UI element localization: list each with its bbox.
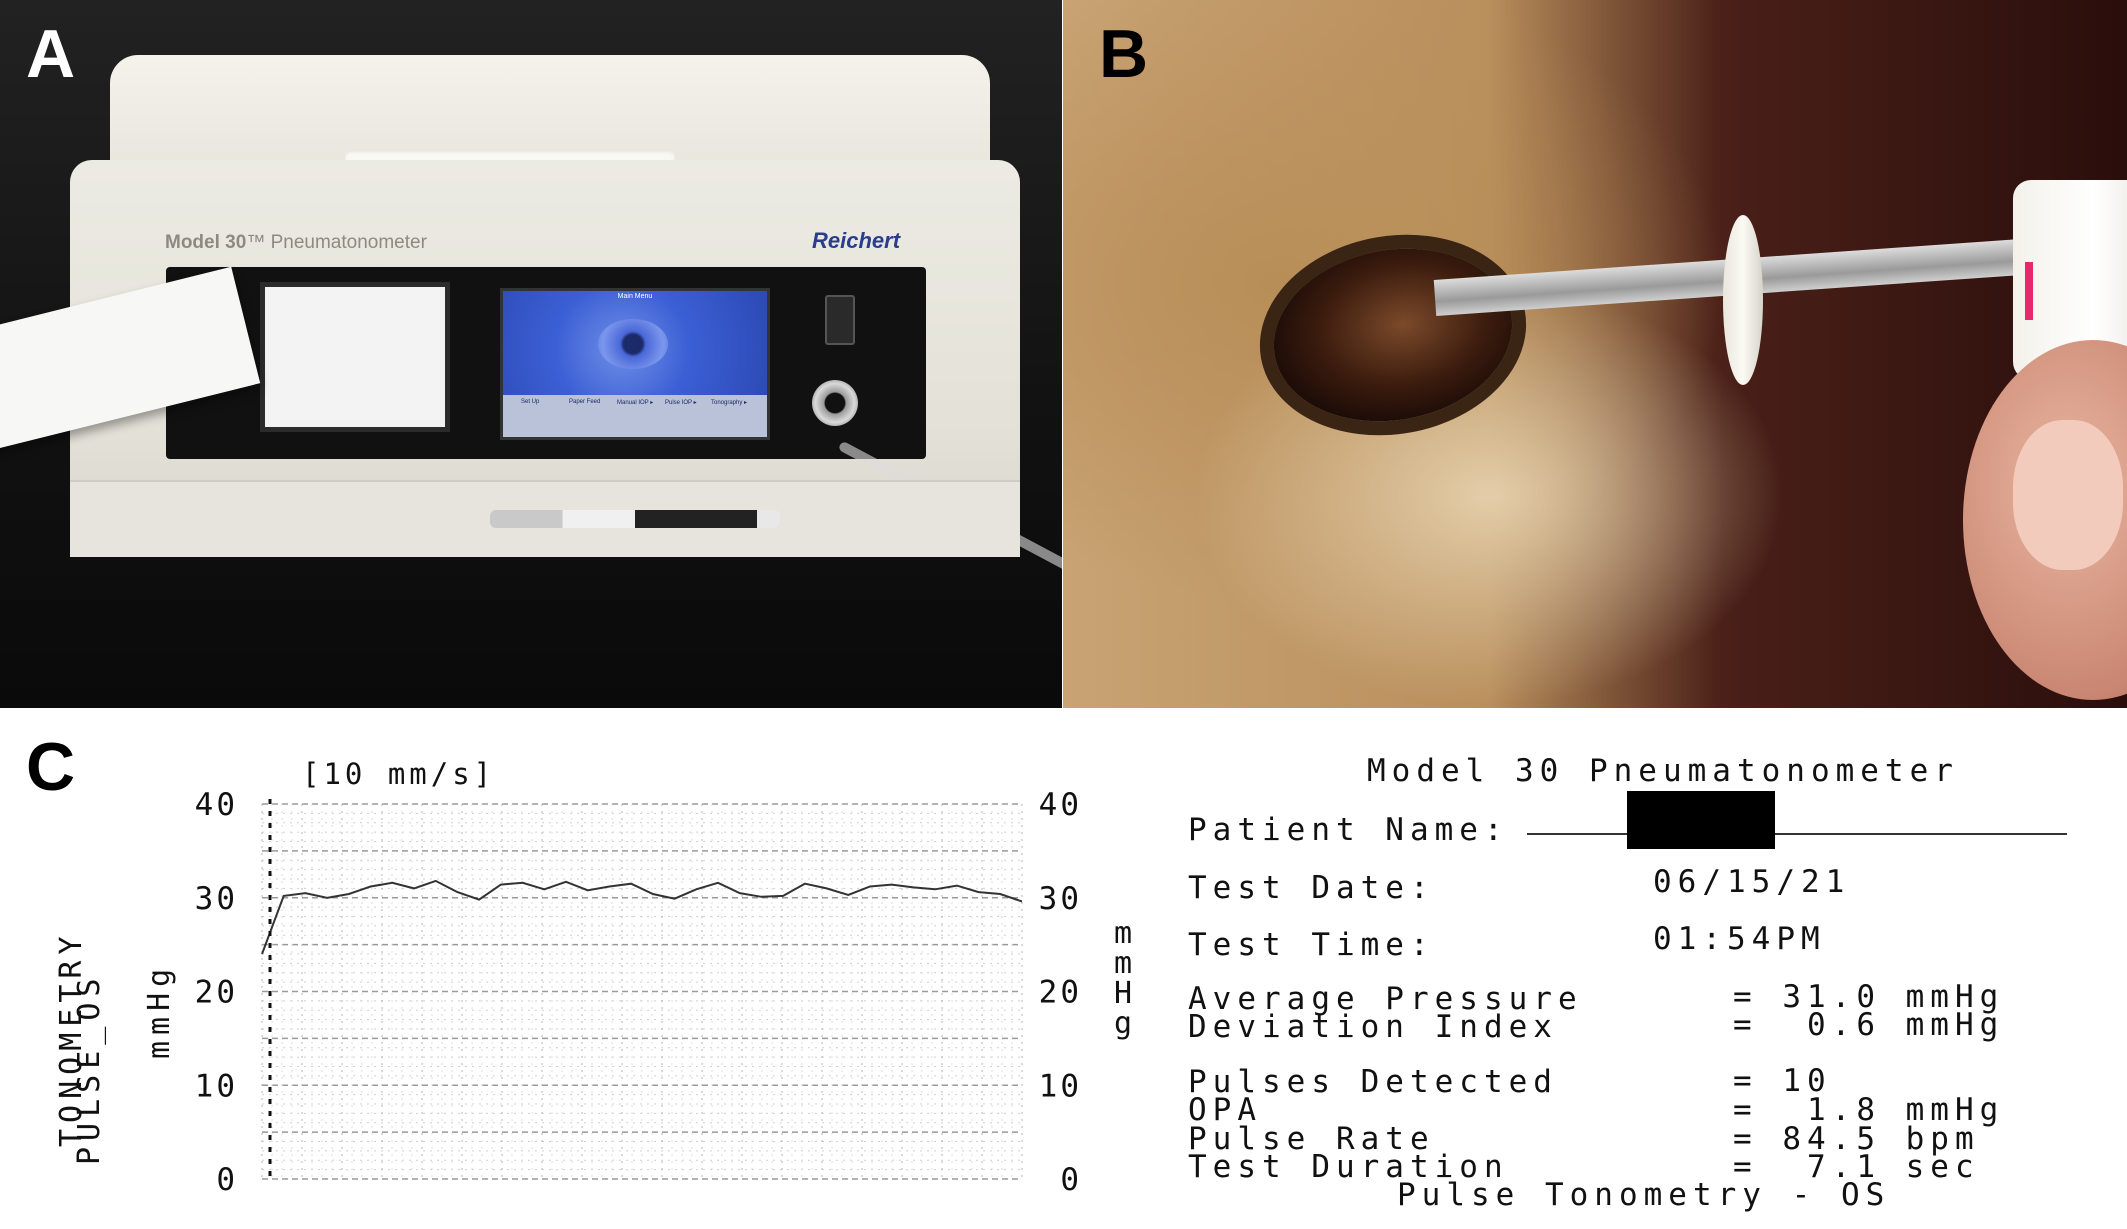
chart-unit-left: mmHg <box>142 962 177 1059</box>
unit-right-char: m <box>1113 916 1133 951</box>
device-touch-screen: Main Menu Set Up Paper Feed Manual IOP ▸… <box>500 288 770 440</box>
patient-name-label: Patient Name: <box>1188 812 1509 848</box>
panel-label-a: A <box>26 16 76 92</box>
test-date-label: Test Date: <box>1188 870 1435 906</box>
y-tick-label-left: 20 <box>195 975 238 1011</box>
chart-grid <box>261 803 1023 1180</box>
panel-c-printout: C 0 0 10 10 20 20 30 30 40 40 [10 mm/s] TONOMETRY… <box>0 709 2127 1229</box>
dog-eye <box>1260 230 1526 440</box>
test-time-value: 01:54PM <box>1653 921 1826 957</box>
pulses-detected-value: = 10 <box>1733 1063 1832 1099</box>
printout-header: Model 30 Pneumatonometer <box>1367 753 1959 789</box>
pressure-trace-line <box>261 879 1023 955</box>
panel-a-device-photo: Model 30™ Pneumatonometer Reichert Main … <box>0 0 1062 708</box>
average-pressure-value: = 31.0 mmHg <box>1733 979 2005 1015</box>
device-printer-window <box>260 282 450 432</box>
average-pressure-label: Average Pressure <box>1188 981 1583 1017</box>
test-duration-label: Test Duration <box>1188 1149 1509 1185</box>
redacted-patient-name <box>1627 791 1775 849</box>
screen-button-manual-iop: Manual IOP ▸ <box>617 400 654 406</box>
panel-b-probe-on-eye-photo: B <box>1063 0 2127 708</box>
pulse-tonometry-chart: 0 0 10 10 20 20 30 30 40 40 [10 mm/s] <box>195 757 1082 1198</box>
unit-right-char: g <box>1113 1006 1133 1041</box>
y-tick-label-right: 30 <box>1039 881 1082 917</box>
opa-value: = 1.8 mmHg <box>1733 1092 2005 1128</box>
opa-label: OPA <box>1188 1092 1262 1128</box>
test-time-label: Test Time: <box>1188 927 1435 963</box>
screen-button-bar: Set Up Paper Feed Manual IOP ▸ Pulse IOP… <box>503 395 767 437</box>
pulse-rate-label: Pulse Rate <box>1188 1121 1435 1157</box>
device-model-label: Model 30™ Pneumatonometer <box>165 232 427 253</box>
probe-in-holder <box>490 510 780 528</box>
fingernail <box>2013 420 2123 570</box>
patient-name-line <box>1527 833 2067 835</box>
y-tick-label-left: 40 <box>195 787 238 823</box>
chart-speed-label: [10 mm/s] <box>302 757 495 791</box>
probe-pink-ring <box>2025 262 2033 320</box>
y-tick-label-right: 0 <box>1060 1162 1082 1198</box>
test-duration-value: = 7.1 sec <box>1733 1149 1980 1185</box>
y-tick-label-right: 20 <box>1039 975 1082 1011</box>
pulse-rate-value: = 84.5 bpm <box>1733 1121 1980 1157</box>
panel-label-c: C <box>26 729 76 805</box>
unit-right-char: m <box>1113 946 1133 981</box>
y-tick-label-right: 40 <box>1039 787 1082 823</box>
screen-title: Main Menu <box>617 293 653 300</box>
power-switch <box>825 295 855 345</box>
screen-button-pulse-iop: Pulse IOP ▸ <box>665 400 697 406</box>
y-tick-label-left: 0 <box>216 1162 238 1198</box>
y-tick-label-left: 10 <box>195 1068 238 1104</box>
y-tick-label-right: 10 <box>1039 1068 1082 1104</box>
eye-icon <box>598 319 668 369</box>
pulses-detected-label: Pulses Detected <box>1188 1064 1558 1100</box>
device-brand-logo: Reichert <box>812 228 901 253</box>
deviation-index-value: = 0.6 mmHg <box>1733 1007 2005 1043</box>
air-port-connector <box>812 380 858 426</box>
screen-button-setup: Set Up <box>521 399 540 405</box>
unit-right-char: H <box>1113 976 1133 1011</box>
chart-ticks: 0 0 10 10 20 20 30 30 40 40 <box>195 787 1082 1198</box>
probe-disc <box>1723 215 1763 385</box>
chart-side-subtitle: PULSE_OS <box>72 972 107 1166</box>
deviation-index-label: Deviation Index <box>1188 1009 1558 1045</box>
screen-button-paper-feed: Paper Feed <box>569 399 601 405</box>
screen-button-tonography: Tonography ▸ <box>711 400 748 406</box>
y-tick-label-left: 30 <box>195 881 238 917</box>
printout-footer: Pulse Tonometry - OS <box>1397 1177 1891 1213</box>
test-date-value: 06/15/21 <box>1653 864 1851 900</box>
panel-label-b: B <box>1099 16 1149 92</box>
chart-unit-right: m m H g <box>1108 919 1138 1039</box>
